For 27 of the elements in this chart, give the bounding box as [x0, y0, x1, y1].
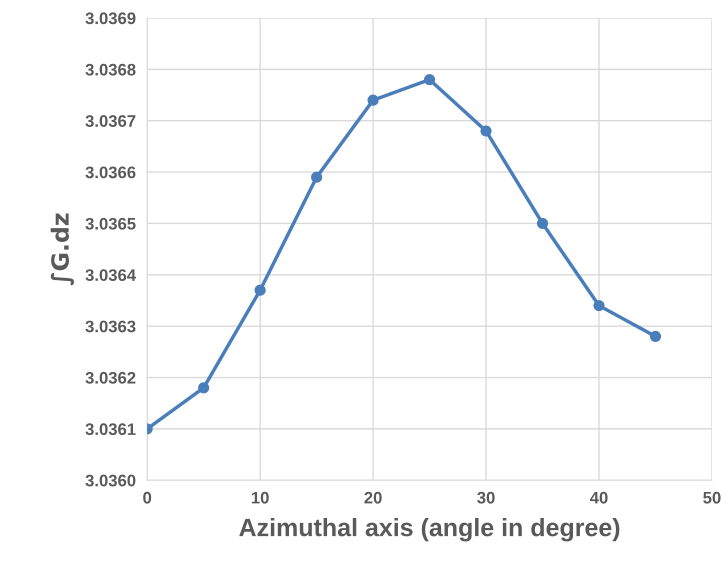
x-tick-label: 0 — [143, 492, 152, 504]
y-tick-label: 3.0364 — [85, 269, 136, 282]
point — [254, 284, 266, 296]
y-tick-label: 3.0369 — [85, 12, 136, 24]
y-tick-label: 3.0367 — [85, 115, 136, 127]
y-tick-label: 3.0365 — [85, 218, 136, 230]
point — [424, 74, 436, 86]
point — [198, 382, 210, 394]
point — [480, 125, 492, 137]
point — [650, 330, 662, 342]
x-tick-label: 30 — [477, 492, 495, 504]
x-tick-label: 50 — [703, 492, 721, 504]
x-tick-label: 20 — [364, 492, 382, 504]
y-tick-label: 3.0368 — [85, 64, 136, 76]
y-tick-label: 3.0366 — [85, 166, 136, 178]
y-axis-title: ∫G.dz — [50, 214, 74, 286]
y-tick-label: 3.0363 — [85, 320, 136, 332]
point — [368, 94, 379, 106]
point — [593, 300, 605, 312]
point — [536, 218, 548, 230]
point — [311, 172, 322, 183]
y-tick-label: 3.0362 — [85, 372, 136, 384]
x-tick-label: 10 — [252, 492, 269, 504]
y-tick-label: 3.0361 — [85, 423, 136, 436]
x-tick-label: 40 — [590, 492, 608, 504]
x-axis-title: Azimuthal axis (angle in degree) — [239, 518, 620, 542]
y-tick-label: 3.0360 — [85, 474, 136, 486]
